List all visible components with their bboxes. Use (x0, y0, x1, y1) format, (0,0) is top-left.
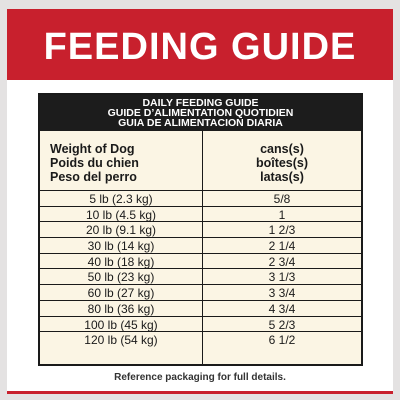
cans-cell: 2 1/4 (268, 239, 296, 254)
cans-cell: 3 1/3 (268, 270, 296, 285)
feeding-table: DAILY FEEDING GUIDE GUIDE D’ALIMENTATION… (38, 93, 363, 366)
table-row: 30 lb (14 kg) 2 1/4 (40, 238, 361, 254)
weight-header-english: Weight of Dog (50, 142, 135, 156)
table-row: 60 lb (27 kg) 3 3/4 (40, 285, 361, 301)
title-banner: FEEDING GUIDE (7, 9, 393, 80)
table-title-french: GUIDE D’ALIMENTATION QUOTIDIEN (107, 107, 294, 119)
table-row: 5 lb (2.3 kg) 5/8 (40, 191, 361, 207)
cans-cell: 5/8 (273, 192, 291, 206)
weight-cell: 5 lb (2.3 kg) (89, 192, 153, 206)
cans-cell: 6 1/2 (268, 333, 296, 348)
column-headers: Weight of Dog Poids du chien Peso del pe… (40, 131, 361, 191)
table-row: 120 lb (54 kg) 6 1/2 (40, 332, 361, 348)
table-row: 80 lb (36 kg) 4 3/4 (40, 301, 361, 317)
reference-footnote: Reference packaging for full details. (114, 372, 286, 383)
weight-cell: 10 lb (4.5 kg) (85, 207, 157, 222)
cans-cell: 5 2/3 (268, 317, 296, 332)
weight-cell: 60 lb (27 kg) (87, 286, 155, 301)
cans-cell: 3 3/4 (268, 286, 296, 301)
weight-cell: 100 lb (45 kg) (84, 317, 158, 332)
cans-cell: 4 3/4 (268, 301, 296, 316)
table-body: 5 lb (2.3 kg) 5/8 10 lb (4.5 kg) 1 20 lb… (40, 191, 361, 348)
table-row: 20 lb (9.1 kg) 1 2/3 (40, 222, 361, 239)
cans-cell: 1 (278, 207, 286, 222)
table-row: 50 lb (23 kg) 3 1/3 (40, 269, 361, 286)
table-title-english: DAILY FEEDING GUIDE (142, 97, 259, 109)
weight-cell: 20 lb (9.1 kg) (85, 223, 157, 238)
weight-header-spanish: Peso del perro (50, 170, 137, 184)
table-title-header: DAILY FEEDING GUIDE GUIDE D’ALIMENTATION… (40, 95, 361, 131)
table-row: 100 lb (45 kg) 5 2/3 (40, 317, 361, 333)
cans-header-english: cans(s) (260, 142, 304, 156)
page-title: FEEDING GUIDE (43, 26, 357, 68)
cans-column-header: cans(s) boîtes(s) latas(s) (207, 142, 357, 184)
cans-cell: 2 3/4 (268, 254, 296, 269)
table-row: 40 lb (18 kg) 2 3/4 (40, 254, 361, 270)
weight-column-header: Weight of Dog Poids du chien Peso del pe… (50, 142, 139, 184)
weight-cell: 30 lb (14 kg) (87, 239, 155, 254)
weight-cell: 40 lb (18 kg) (87, 254, 155, 269)
table-row: 10 lb (4.5 kg) 1 (40, 207, 361, 223)
weight-header-french: Poids du chien (50, 156, 139, 170)
feeding-guide-card: FEEDING GUIDE DAILY FEEDING GUIDE GUIDE … (7, 9, 393, 394)
cans-header-spanish: latas(s) (260, 170, 304, 184)
table-title-spanish: GUIA DE ALIMENTACION DIARIA (118, 117, 283, 129)
column-divider (202, 131, 203, 364)
cans-header-french: boîtes(s) (255, 156, 309, 170)
cans-cell: 1 2/3 (268, 223, 296, 238)
weight-cell: 120 lb (54 kg) (84, 333, 158, 348)
weight-cell: 80 lb (36 kg) (87, 301, 155, 316)
weight-cell: 50 lb (23 kg) (87, 270, 155, 285)
bottom-accent-strip (7, 391, 393, 394)
